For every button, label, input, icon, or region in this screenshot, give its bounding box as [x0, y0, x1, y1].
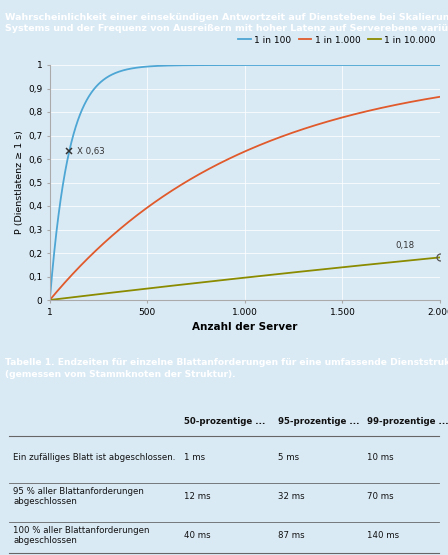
Text: 5 ms: 5 ms [278, 453, 299, 462]
Text: 100 % aller Blattanforderungen
abgeschlossen: 100 % aller Blattanforderungen abgeschlo… [13, 526, 150, 545]
Text: 99-prozentige ...: 99-prozentige ... [367, 417, 448, 426]
Text: 87 ms: 87 ms [278, 531, 304, 540]
Text: 50-prozentige ...: 50-prozentige ... [184, 417, 265, 426]
Text: 0,18: 0,18 [395, 241, 414, 250]
Text: 10 ms: 10 ms [367, 453, 394, 462]
Y-axis label: P (Dienstlatenz ≥ 1 s): P (Dienstlatenz ≥ 1 s) [15, 130, 24, 234]
Text: 70 ms: 70 ms [367, 492, 394, 501]
Text: 32 ms: 32 ms [278, 492, 304, 501]
Text: Wahrscheinlichkeit einer einsekündigen Antwortzeit auf Dienstebene bei Skalierun: Wahrscheinlichkeit einer einsekündigen A… [5, 13, 448, 33]
Text: 12 ms: 12 ms [184, 492, 210, 501]
Legend: 1 in 100, 1 in 1.000, 1 in 10.000: 1 in 100, 1 in 1.000, 1 in 10.000 [235, 32, 439, 48]
Text: Ein zufälliges Blatt ist abgeschlossen.: Ein zufälliges Blatt ist abgeschlossen. [13, 453, 176, 462]
Text: 1 ms: 1 ms [184, 453, 205, 462]
Text: X 0,63: X 0,63 [77, 147, 105, 155]
Text: Tabelle 1. Endzeiten für einzelne Blattanforderungen für eine umfassende Diensts: Tabelle 1. Endzeiten für einzelne Blatta… [5, 358, 448, 379]
Text: 95 % aller Blattanforderungen
abgeschlossen: 95 % aller Blattanforderungen abgeschlos… [13, 487, 144, 506]
Text: 140 ms: 140 ms [367, 531, 400, 540]
Text: 95-prozentige ...: 95-prozentige ... [278, 417, 359, 426]
Text: 40 ms: 40 ms [184, 531, 210, 540]
X-axis label: Anzahl der Server: Anzahl der Server [192, 322, 297, 332]
